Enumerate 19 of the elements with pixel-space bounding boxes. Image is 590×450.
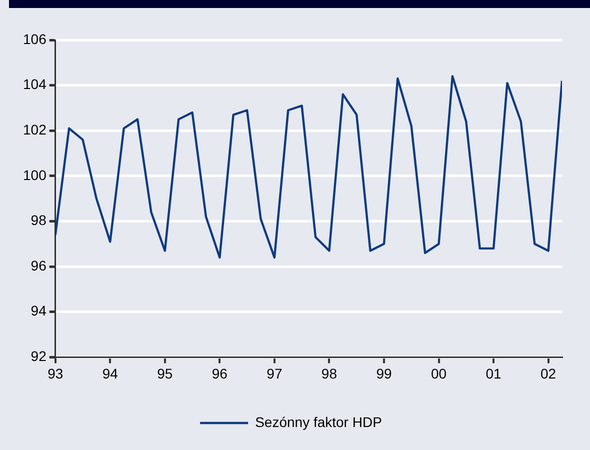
x-tick-label: 97: [266, 365, 282, 382]
legend-label: Sezónny faktor HDP: [255, 414, 382, 430]
x-tick-label: 98: [321, 365, 338, 382]
y-tick-label: 92: [30, 348, 47, 364]
x-tick-label: 00: [430, 365, 447, 382]
x-tick-label: 99: [376, 365, 392, 382]
x-tick-label: 93: [48, 365, 64, 382]
y-tick-label: 98: [30, 212, 47, 228]
x-tick-label: 96: [212, 365, 228, 382]
y-tick-label: 96: [30, 257, 47, 274]
x-tick-label: 94: [102, 365, 118, 382]
x-tick-label: 02: [540, 365, 556, 382]
x-tick-label: 01: [486, 365, 502, 382]
x-tick-label: 95: [157, 365, 173, 382]
y-tick-label: 106: [23, 30, 47, 47]
y-tick-label: 102: [23, 121, 47, 138]
y-tick-label: 94: [30, 302, 47, 319]
y-tick-label: 104: [23, 76, 47, 92]
y-tick-label: 100: [23, 166, 47, 183]
